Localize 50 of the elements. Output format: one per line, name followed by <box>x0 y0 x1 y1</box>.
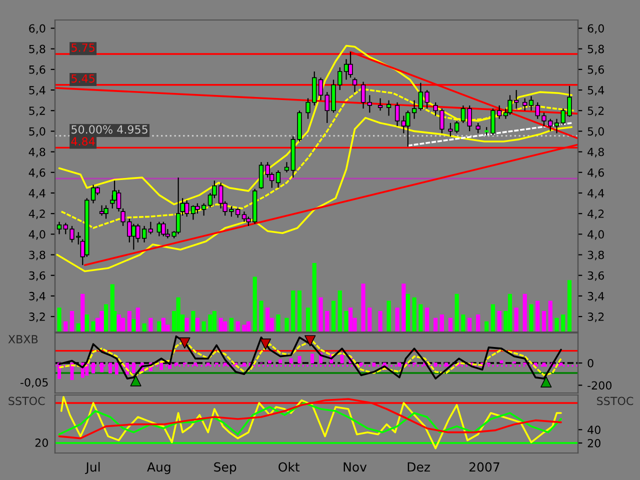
y2-tick-label: 4,8 <box>588 148 604 158</box>
y2-tick-label: 40 <box>588 426 600 434</box>
y-tick-label: 5,6 <box>29 65 46 75</box>
y-tick-label: 5,0 <box>29 127 46 137</box>
y2-tick-label: 3,8 <box>588 250 604 260</box>
y-tick-label: 3,2 <box>29 312 45 322</box>
x-tick-label: Aug <box>147 462 170 474</box>
x-tick-label: Sep <box>214 462 236 474</box>
y2-tick-label: 4,6 <box>588 168 604 178</box>
ref-line-label: 5.75 <box>72 44 94 52</box>
ref-line-label: 4.84 <box>71 137 95 146</box>
y-axis-title: SSTOC <box>8 396 45 406</box>
y2-tick-label: 5,8 <box>588 44 604 54</box>
x-tick-label: Okt <box>278 462 300 472</box>
x-tick-label: 2007 <box>469 462 500 472</box>
y2-tick-label: 3,2 <box>588 312 604 322</box>
text: 20 <box>35 438 48 447</box>
y2-axis-title: SSTOC <box>597 396 634 406</box>
y-tick-label: 3,6 <box>29 271 46 281</box>
y-tick-label: 4,4 <box>28 189 46 199</box>
y2-tick-label: 3,4 <box>588 292 604 302</box>
y-tick-label: 5,2 <box>29 106 45 116</box>
x-tick-label: Nov <box>344 462 367 472</box>
y-tick-label: 6,0 <box>29 24 46 34</box>
y2-tick-label: 4,0 <box>588 230 604 240</box>
y2-tick-label: 5,4 <box>588 86 604 96</box>
y2-tick-label: 0 <box>588 358 594 368</box>
y-tick-label: 4,2 <box>28 210 45 220</box>
y2-tick-label: 6,0 <box>588 24 604 34</box>
ref-line-label: 5.45 <box>72 74 94 83</box>
y2-tick-label: 4,4 <box>588 189 604 199</box>
y-tick-label: 4,0 <box>28 230 46 240</box>
y2-tick-label: 5,0 <box>588 127 604 137</box>
y2-tick-label: -200 <box>588 381 612 390</box>
ref-line-label: 50.00% 4.955 <box>72 125 148 134</box>
y-tick-label: 3,8 <box>29 250 46 260</box>
y-tick-label: 4,8 <box>28 148 46 158</box>
text: -0,05 <box>20 378 48 388</box>
y-tick-label: 5,4 <box>29 86 46 96</box>
y-axis-title: XBXB <box>8 335 38 344</box>
y2-tick-label: 5,6 <box>588 65 604 75</box>
y2-tick-label: 20 <box>588 438 600 448</box>
y-tick-label: 3,4 <box>29 292 46 302</box>
y2-tick-label: 5,2 <box>588 106 604 116</box>
y-tick-label: 4,6 <box>28 168 46 178</box>
y-tick-label: 5,8 <box>29 44 46 54</box>
y2-tick-label: 4,2 <box>588 210 604 220</box>
y2-tick-label: 3,6 <box>588 271 604 281</box>
x-tick-label: Jul <box>85 462 100 474</box>
x-tick-label: Dez <box>408 462 430 472</box>
